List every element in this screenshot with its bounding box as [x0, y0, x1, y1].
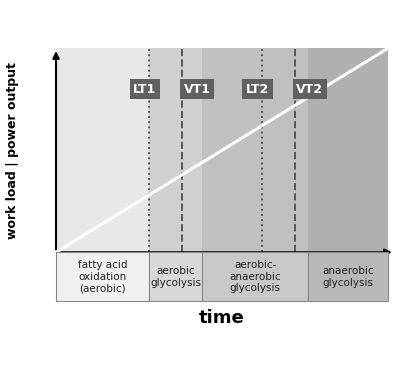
Text: aerobic-
anaerobic
glycolysis: aerobic- anaerobic glycolysis	[229, 260, 281, 293]
Text: anaerobic
glycolysis: anaerobic glycolysis	[322, 266, 374, 288]
Text: time: time	[199, 309, 245, 326]
Bar	[308, 48, 388, 252]
Text: work load | power output: work load | power output	[6, 62, 19, 239]
Text: VT1: VT1	[184, 82, 210, 96]
FancyBboxPatch shape	[149, 252, 202, 301]
Text: aerobic
glycolysis: aerobic glycolysis	[150, 266, 201, 288]
Bar	[202, 48, 308, 252]
Text: fatty acid
oxidation
(aerobic): fatty acid oxidation (aerobic)	[78, 260, 127, 293]
Text: LT2: LT2	[246, 82, 269, 96]
FancyBboxPatch shape	[56, 252, 149, 301]
FancyBboxPatch shape	[202, 252, 308, 301]
Text: VT2: VT2	[296, 82, 323, 96]
FancyBboxPatch shape	[308, 252, 388, 301]
Bar	[56, 48, 149, 252]
Bar	[149, 48, 202, 252]
Text: cardiopulmonary exercise test: cardiopulmonary exercise test	[63, 13, 337, 31]
Text: LT1: LT1	[133, 82, 156, 96]
